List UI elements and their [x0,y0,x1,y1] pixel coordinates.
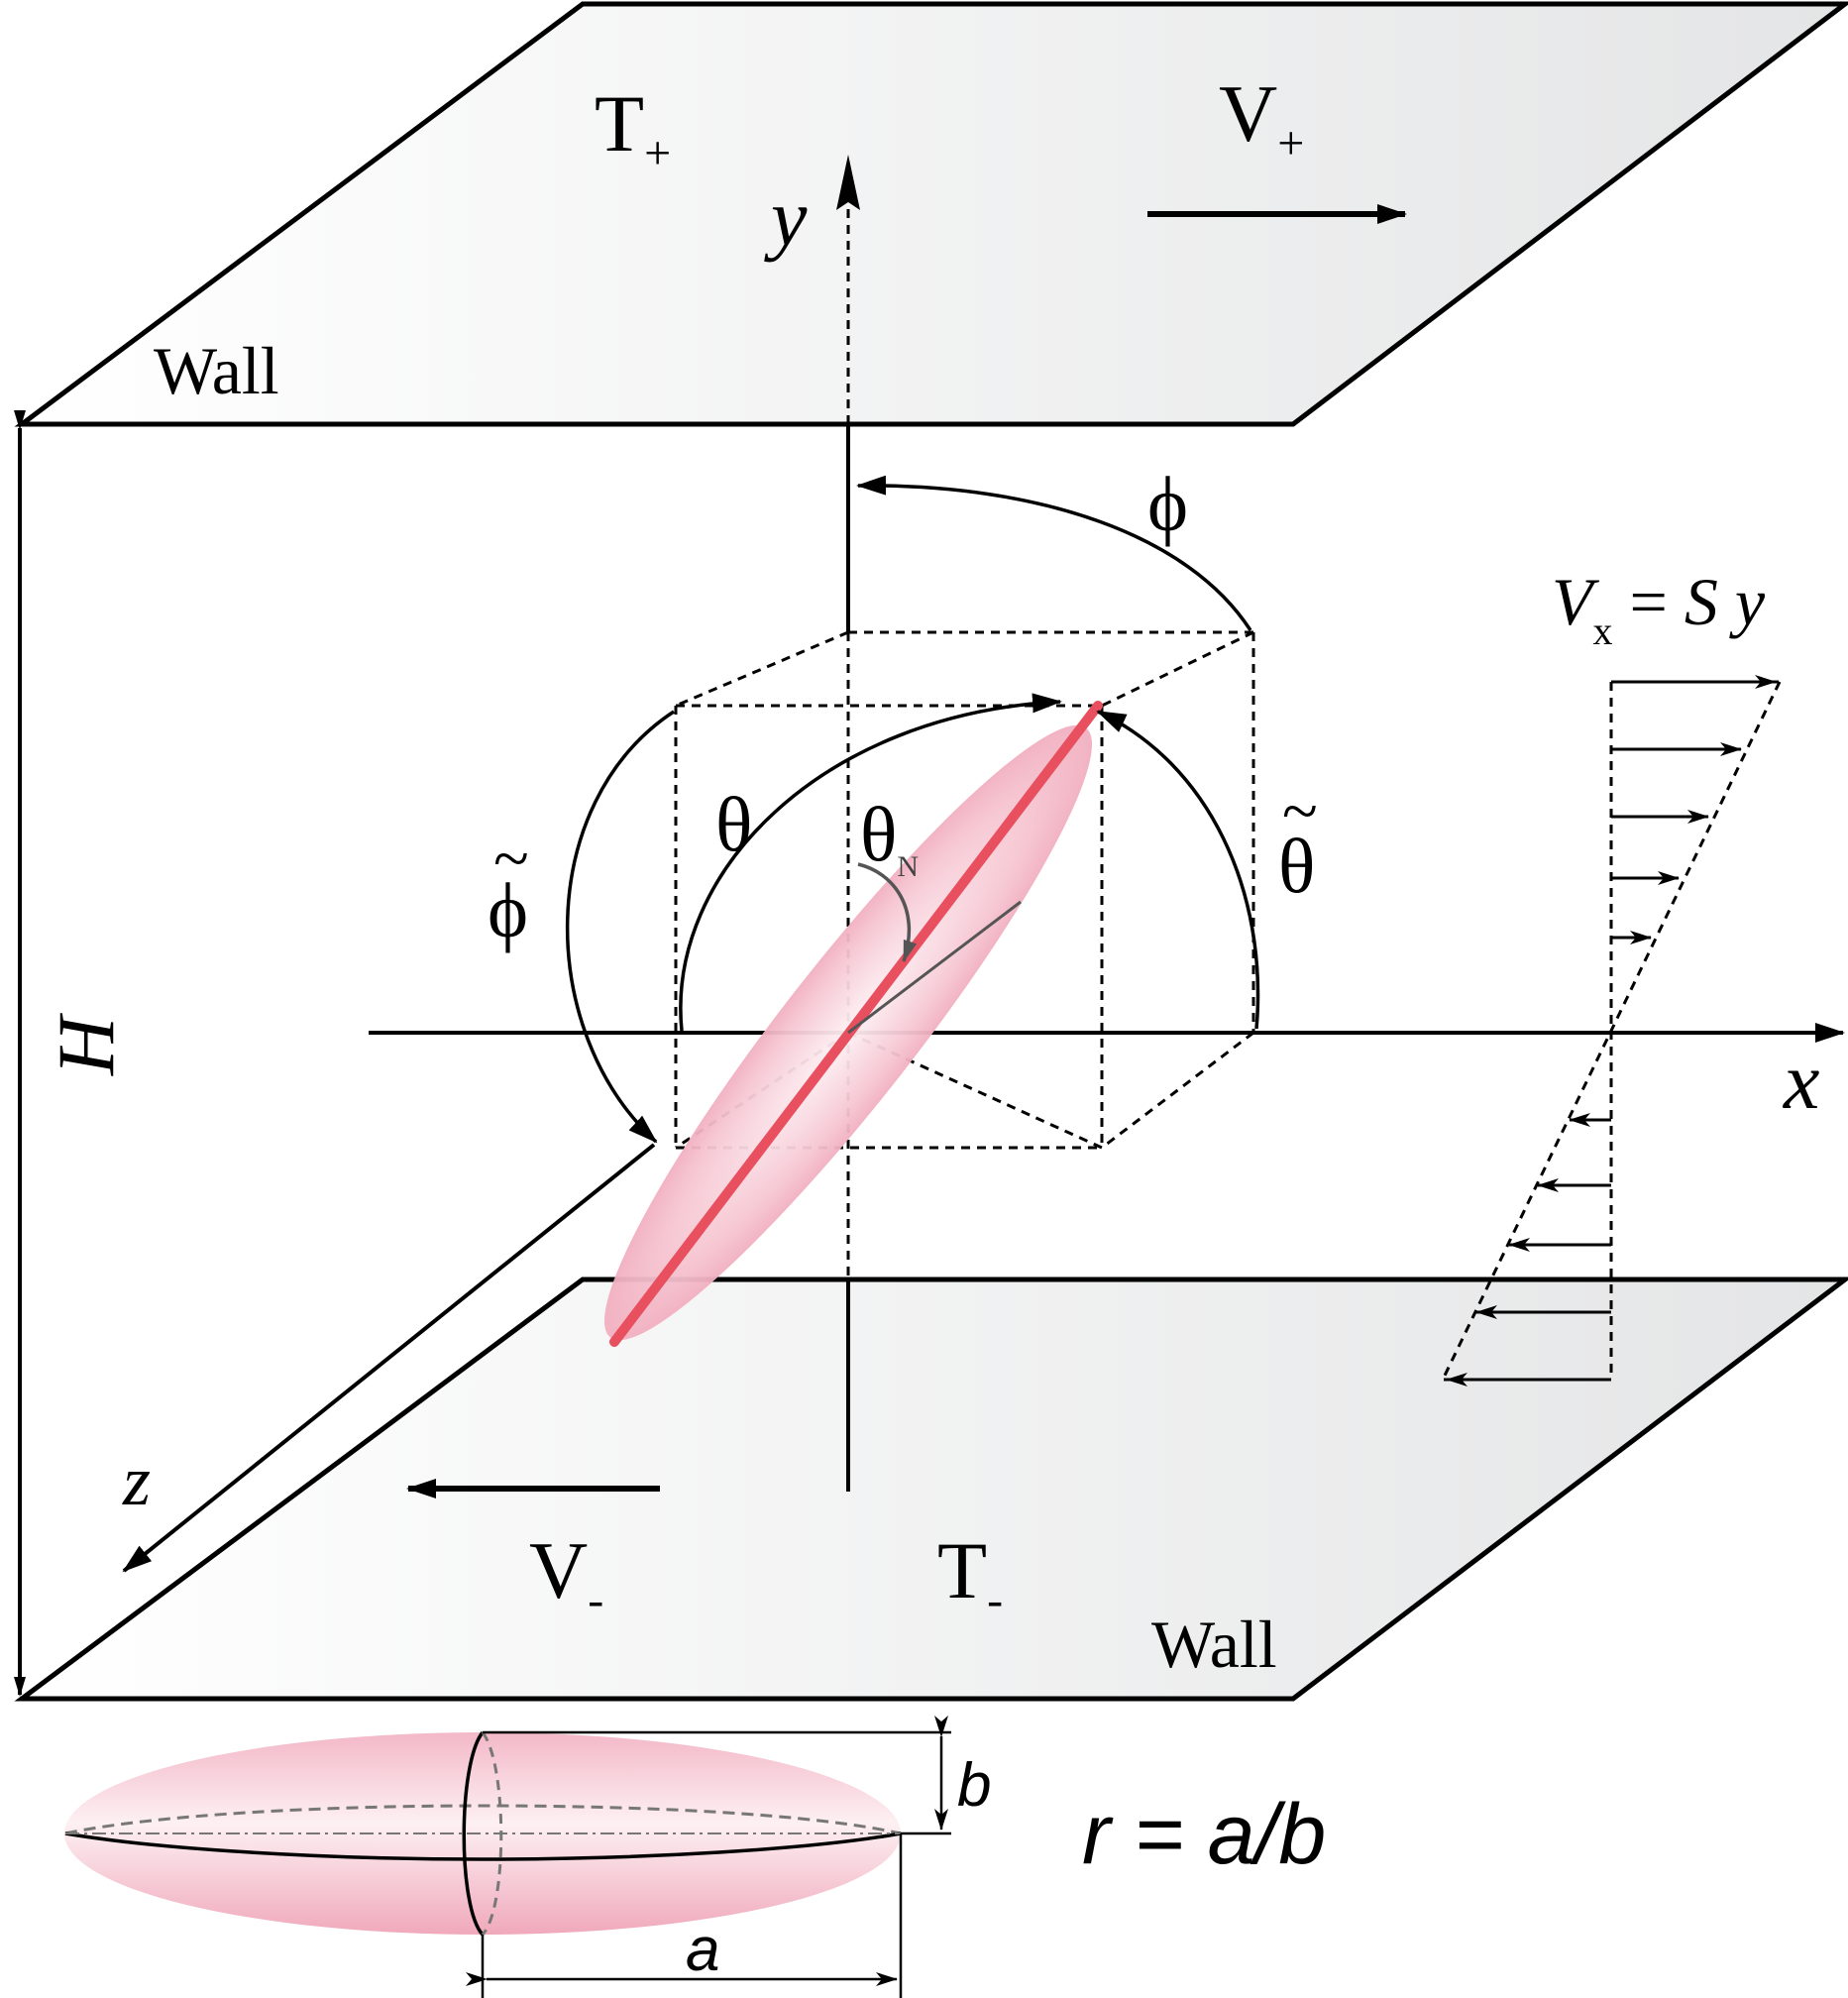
z-axis-label: z [122,1441,151,1520]
aspect-ratio-formula: r = a/b [1082,1787,1326,1882]
bottom-wall-label: Wall [1151,1607,1277,1682]
phi-tilde-label: ϕ ~ [488,823,529,953]
top-wall [22,4,1845,424]
svg-text:~: ~ [1282,775,1318,847]
y-axis-label: y [764,172,808,263]
shear-profile-formula: Vx = S y [1552,564,1766,653]
theta-tilde-arc [1098,712,1258,1029]
theta-label: θ [715,781,752,867]
phi-tilde-arc [568,712,674,1142]
phi-arc [858,486,1250,630]
svg-text:~: ~ [493,823,529,895]
spheroid-rod [614,706,1098,1342]
theta-n-label: θN [860,791,919,883]
x-axis-label: x [1783,1036,1819,1126]
top-wall-label: Wall [154,333,279,408]
bottom-wall [22,1279,1845,1699]
theta-tilde-label: θ ~ [1278,775,1318,909]
height-label: H [41,1013,131,1076]
dimension-a-label: a [686,1916,719,1984]
reference-spheroid [64,1732,951,1998]
dimension-b-label: b [957,1751,991,1820]
phi-label: ϕ [1147,461,1188,547]
